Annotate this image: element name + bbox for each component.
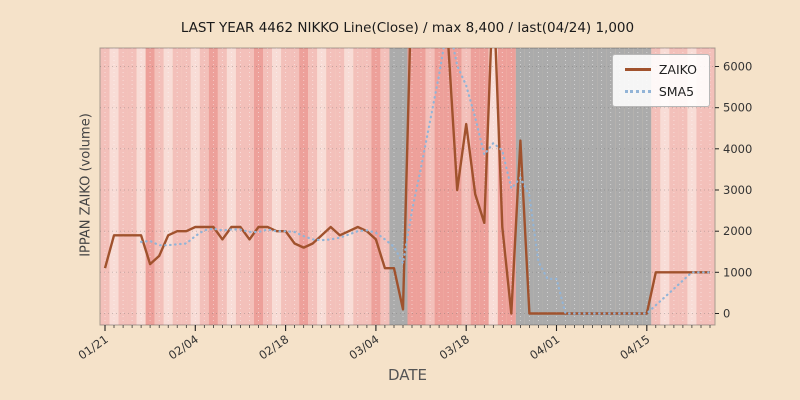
day-band — [335, 48, 345, 325]
day-band — [669, 48, 679, 325]
day-band — [461, 48, 471, 325]
day-band — [389, 48, 399, 325]
day-band — [497, 48, 507, 325]
y-tick-label: 0 — [723, 307, 730, 321]
day-band — [299, 48, 309, 325]
day-band — [290, 48, 300, 325]
day-band — [127, 48, 137, 325]
day-band — [551, 48, 562, 325]
day-band — [416, 48, 426, 325]
day-band — [344, 48, 354, 325]
day-band — [542, 48, 552, 325]
day-band — [687, 48, 697, 325]
y-tick-label: 2000 — [723, 224, 752, 238]
day-band — [606, 48, 616, 325]
day-band — [199, 48, 209, 325]
day-band — [570, 48, 580, 325]
day-band — [326, 48, 336, 325]
day-band — [263, 48, 273, 325]
day-band — [561, 48, 571, 325]
day-band — [371, 48, 381, 325]
y-tick-label: 6000 — [723, 60, 752, 74]
day-band — [633, 48, 643, 325]
day-band — [624, 48, 634, 325]
day-band — [705, 48, 715, 325]
day-band — [615, 48, 625, 325]
y-tick-label: 5000 — [723, 101, 752, 115]
day-band — [118, 48, 128, 325]
day-band — [308, 48, 318, 325]
day-band — [443, 48, 453, 325]
day-band — [434, 48, 444, 325]
day-band — [678, 48, 688, 325]
day-band — [533, 48, 543, 325]
day-band — [109, 48, 119, 325]
day-band — [588, 48, 598, 325]
day-band — [154, 48, 164, 325]
day-band — [317, 48, 327, 325]
zaiko-line-sample — [624, 68, 651, 71]
chart-title: LAST YEAR 4462 NIKKO Line(Close) / max 8… — [180, 20, 635, 36]
day-band — [380, 48, 390, 325]
sma5-line-sample — [624, 90, 651, 93]
legend-entry-sma5: SMA5 — [624, 84, 697, 99]
x-tick-label: 04/01 — [527, 332, 562, 362]
y-tick-label: 3000 — [723, 183, 752, 197]
day-band — [642, 48, 652, 325]
x-tick-label: 02/04 — [166, 332, 201, 362]
day-band — [208, 48, 218, 325]
day-band — [226, 48, 236, 325]
y-tick-label: 4000 — [723, 142, 752, 156]
x-tick-label: 03/18 — [437, 332, 472, 362]
y-tick-label: 1000 — [723, 265, 752, 279]
day-band — [253, 48, 264, 325]
day-band — [217, 48, 227, 325]
day-band — [272, 48, 282, 325]
day-band — [579, 48, 589, 325]
y-axis-label: IPPAN ZAIKO (volume) — [78, 113, 94, 257]
day-band — [597, 48, 607, 325]
x-tick-label: 02/18 — [256, 332, 291, 362]
day-band — [425, 48, 435, 325]
day-band — [190, 48, 200, 325]
day-band — [479, 48, 489, 325]
day-band — [353, 48, 363, 325]
day-band — [100, 48, 110, 325]
day-band — [651, 48, 661, 325]
day-band — [515, 48, 525, 325]
day-band — [136, 48, 146, 325]
legend-label-sma5: SMA5 — [658, 84, 695, 99]
day-band — [524, 48, 534, 325]
legend-entry-zaiko: ZAIKO — [624, 62, 697, 77]
day-band — [362, 48, 372, 325]
day-band — [696, 48, 706, 325]
legend-label-zaiko: ZAIKO — [658, 62, 697, 77]
legend: ZAIKO SMA5 — [611, 54, 710, 107]
x-axis-label: DATE — [387, 366, 428, 384]
x-tick-label: 04/15 — [617, 332, 652, 362]
day-band — [172, 48, 182, 325]
day-band — [398, 48, 408, 325]
day-band — [407, 48, 417, 325]
sma5-line — [140, 48, 712, 315]
day-band — [488, 48, 498, 325]
day-band — [281, 48, 291, 325]
x-tick-label: 03/04 — [346, 332, 381, 362]
day-band — [163, 48, 173, 325]
plot-border — [99, 47, 716, 326]
x-tick-label: 01/21 — [76, 332, 111, 362]
day-band — [244, 48, 254, 325]
day-band — [660, 48, 670, 325]
day-band — [181, 48, 191, 325]
day-band — [235, 48, 245, 325]
day-band — [145, 48, 155, 325]
